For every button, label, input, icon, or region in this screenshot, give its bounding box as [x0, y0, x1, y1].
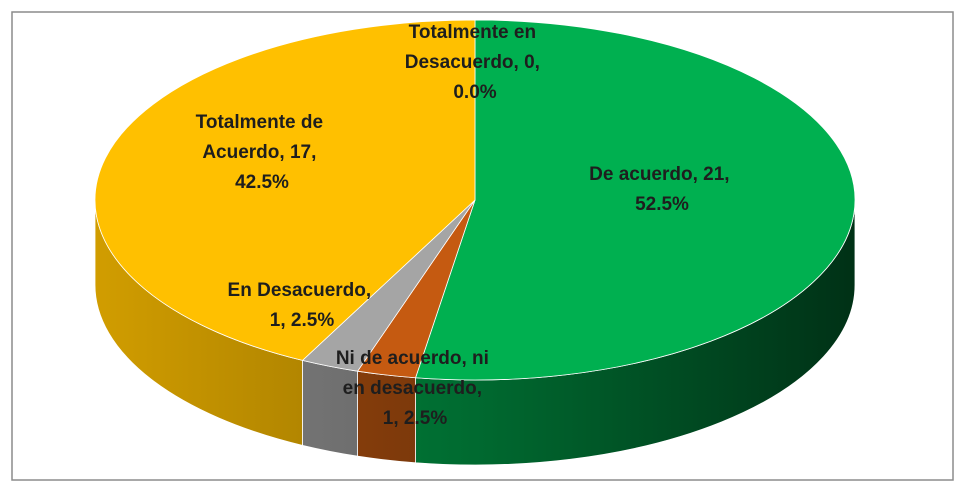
data-labels: Totalmente en Desacuerdo, 0, 0.0% De acue…	[196, 22, 735, 429]
pie-side	[302, 359, 358, 457]
pie-tops	[94, 19, 856, 381]
pie-slice	[94, 19, 476, 361]
data-label: En Desacuerdo, 1, 2.5%	[228, 280, 377, 331]
pie-slice	[415, 19, 856, 381]
data-label: Totalmente en Desacuerdo, 0, 0.0%	[405, 22, 545, 103]
data-label: De acuerdo, 21, 52.5%	[589, 164, 735, 215]
data-label: Totalmente de Acuerdo, 17, 42.5%	[196, 112, 329, 193]
data-label: Ni de acuerdo, ni en desacuerdo, 1, 2.5%	[336, 348, 494, 429]
